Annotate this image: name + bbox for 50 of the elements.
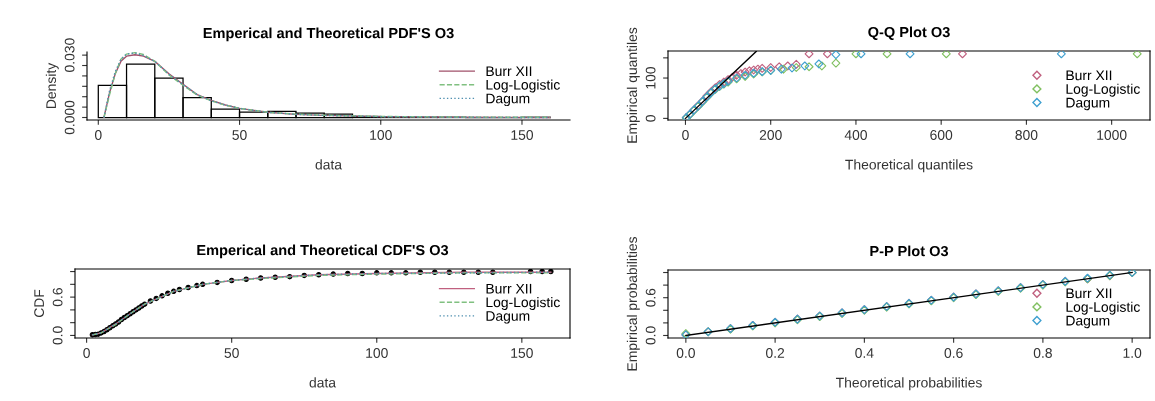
x-tick-label: 600 [930,130,953,140]
x-tick-label: 400 [844,130,867,140]
y-axis-title: Empirical probabilities [626,236,640,371]
legend-label: Dagum [486,311,530,324]
x-axis-title: Theoretical quantiles [845,159,973,173]
x-tick-label: 0.6 [944,348,963,358]
x-tick-label: 1000 [1097,130,1127,140]
chart-title: Emperical and Theoretical CDF'S O3 [197,244,449,259]
x-tick-label: 150 [511,348,533,358]
y-axis-title: CDF [34,289,45,318]
y-tick-label: 0.6 [645,288,656,307]
x-tick-label: 0 [83,348,90,358]
x-axis-title: data [309,377,337,388]
x-tick-label: 1.0 [1123,348,1142,358]
x-tick-label: 100 [370,130,392,140]
y-axis-title: Empirical quantiles [626,27,640,143]
x-tick-label: 0.4 [855,348,874,358]
legend-label: Dagum [1066,315,1110,329]
legend-label: Log-Logistic [486,297,560,310]
y-tick-label: 0 [645,115,656,122]
legend-label: Burr XII [486,66,532,77]
x-tick-label: 800 [1015,130,1038,140]
x-tick-label: 0 [682,130,689,140]
x-tick-label: 0.8 [1033,348,1052,358]
chart-title: Q-Q Plot O3 [868,26,950,40]
x-tick-label: 50 [224,348,239,358]
chart-title: P-P Plot O3 [870,245,949,257]
x-tick-label: 0.0 [676,348,695,358]
x-axis-title: Theoretical probabilities [835,377,982,391]
x-tick-label: 0 [94,130,102,140]
y-tick-label: 0.030 [64,38,75,72]
y-tick-label: 100 [645,66,656,89]
x-tick-label: 100 [366,348,388,358]
x-tick-label: 200 [759,130,782,140]
y-tick-label: 0.000 [64,100,75,135]
legend-label: Log-Logistic [1066,301,1140,315]
chart-title: Emperical and Theoretical PDF'S O3 [203,27,454,42]
legend-label: Log-Logistic [486,79,560,93]
legend-label: Log-Logistic [1066,83,1140,97]
y-axis-title: Density [45,62,59,109]
x-tick-label: 0.2 [766,348,785,358]
x-axis-title: data [315,159,343,170]
x-tick-label: 50 [232,130,247,140]
legend-label: Burr XII [1066,288,1112,299]
x-tick-label: 150 [511,130,534,140]
legend-label: Dagum [1066,97,1110,111]
legend-label: Dagum [486,93,530,107]
legend-label: Burr XII [486,283,532,294]
legend-label: Burr XII [1066,70,1112,81]
y-tick-label: 0.0 [645,326,656,345]
